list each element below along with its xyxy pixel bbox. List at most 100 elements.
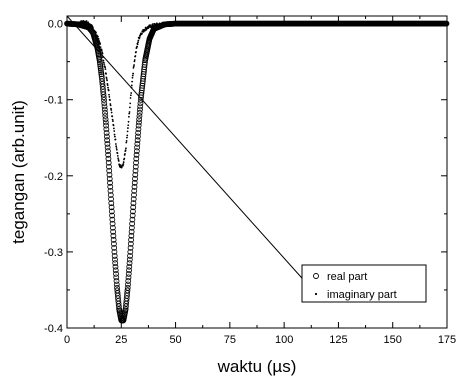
imaginary-point: [106, 84, 109, 87]
imaginary-point: [107, 89, 110, 92]
imaginary-point: [110, 109, 113, 111]
real-point: [111, 252, 118, 259]
real-point: [128, 228, 135, 235]
imaginary-point: [141, 32, 143, 35]
real-point: [134, 140, 141, 147]
real-point: [112, 260, 119, 267]
imaginary-point: [123, 157, 126, 160]
real-point: [132, 167, 139, 174]
imaginary-point: [113, 135, 116, 138]
real-point: [112, 263, 119, 270]
imaginary-point: [115, 148, 118, 151]
real-point: [103, 126, 110, 133]
real-point: [106, 175, 113, 182]
real-point: [103, 129, 110, 136]
real-point: [129, 216, 136, 223]
real-point: [130, 204, 137, 211]
real-point: [105, 155, 112, 162]
real-point: [104, 140, 111, 147]
real-point: [97, 61, 103, 68]
real-point: [126, 260, 133, 267]
real-point: [134, 133, 141, 140]
real-point: [111, 248, 118, 255]
real-point: [113, 274, 120, 281]
real-point: [101, 103, 108, 110]
real-point: [101, 100, 108, 107]
imaginary-point: [126, 130, 129, 133]
real-point: [100, 94, 107, 101]
imaginary-point: [133, 64, 136, 66]
real-point: [104, 137, 111, 144]
real-point: [101, 97, 107, 103]
real-point: [109, 216, 116, 223]
real-point: [137, 106, 143, 113]
real-point: [108, 196, 114, 202]
legend-connector-line: [66, 15, 319, 297]
imaginary-point: [125, 147, 127, 150]
real-point: [112, 256, 118, 263]
real-point: [108, 208, 115, 215]
real-point: [131, 183, 138, 190]
imaginary-point: [103, 63, 106, 66]
imaginary-point: [134, 55, 137, 57]
imaginary-point: [131, 80, 134, 83]
real-point: [107, 187, 114, 194]
real-point: [113, 270, 119, 277]
imaginary-point: [105, 72, 107, 75]
imaginary-point: [132, 72, 135, 75]
imaginary-point: [106, 79, 108, 82]
imaginary-point: [100, 50, 103, 52]
imaginary-point: [87, 21, 90, 24]
real-point: [127, 252, 133, 259]
real-point: [103, 133, 110, 140]
imaginary-point: [109, 99, 111, 101]
real-point: [443, 20, 450, 27]
x-tick-label: 75: [224, 334, 236, 346]
real-point: [107, 192, 114, 198]
y-tick-label: -0.3: [44, 247, 63, 259]
imaginary-point: [116, 152, 119, 155]
imaginary-point: [122, 163, 125, 165]
imaginary-point: [107, 86, 109, 89]
real-point: [102, 119, 109, 126]
real-point: [101, 106, 108, 113]
real-point: [125, 278, 132, 284]
real-point: [96, 57, 103, 64]
legend-label-real: real part: [327, 271, 367, 283]
x-tick-label: 175: [438, 334, 456, 346]
imaginary-point: [126, 134, 129, 137]
real-point: [106, 167, 113, 174]
imaginary-point: [109, 104, 112, 107]
real-point: [126, 267, 132, 274]
real-point: [115, 303, 122, 310]
imaginary-point: [105, 76, 108, 79]
imaginary-point: [124, 152, 126, 155]
real-point: [127, 248, 134, 255]
real-point: [109, 212, 115, 219]
real-point: [127, 240, 134, 247]
real-point: [125, 281, 131, 288]
real-point: [133, 159, 139, 166]
imaginary-point: [117, 160, 120, 162]
real-point: [132, 163, 139, 170]
real-point: [110, 236, 117, 243]
imaginary-point: [108, 93, 110, 96]
real-point: [105, 151, 112, 158]
legend: real part imaginary part: [301, 264, 427, 303]
real-point: [130, 200, 137, 207]
y-tick-label: -0.1: [44, 95, 63, 107]
real-point: [128, 236, 135, 243]
imaginary-point: [114, 138, 117, 141]
real-point: [98, 69, 105, 76]
imaginary-point: [128, 106, 131, 109]
real-point: [110, 228, 117, 235]
real-point: [132, 175, 138, 182]
real-point: [97, 63, 104, 70]
imaginary-point: [130, 92, 133, 94]
x-tick-label: 150: [384, 334, 402, 346]
real-point: [131, 179, 138, 186]
real-point: [125, 270, 132, 277]
real-point: [135, 129, 142, 136]
imaginary-point: [113, 130, 116, 132]
imaginary-point: [116, 155, 119, 157]
